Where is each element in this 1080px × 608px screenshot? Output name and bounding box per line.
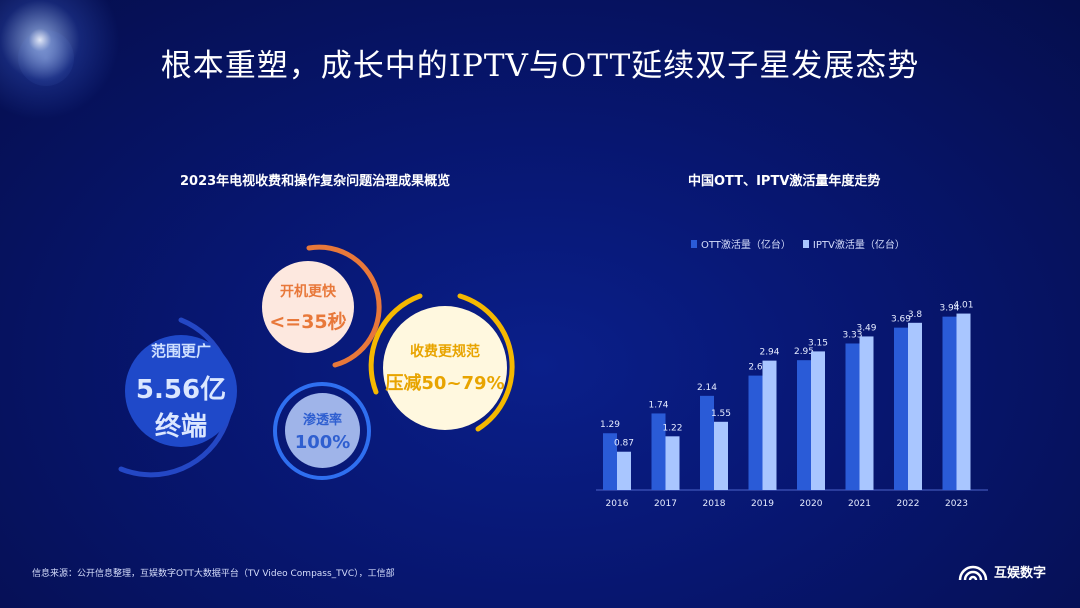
fee-value: 压减50~79% [385, 373, 505, 394]
legend-label-ott: OTT激活量（亿台） [701, 240, 791, 251]
data-label-ott-2018: 2.14 [697, 383, 717, 393]
chart-title: 中国OTT、IPTV激活量年度走势 [688, 174, 881, 189]
legend-swatch-ott [691, 239, 697, 248]
bar-ott-2016 [603, 433, 617, 490]
data-label-ott-2019: 2.6 [748, 363, 763, 373]
bar-ott-2017 [651, 413, 666, 490]
bar-iptv-2016 [617, 451, 631, 490]
x-tick-2020: 2020 [800, 499, 823, 509]
x-tick-2019: 2019 [751, 499, 774, 509]
fee-outer-arc-2 [368, 293, 423, 395]
x-tick-2017: 2017 [654, 499, 677, 509]
bar-iptv-2020 [811, 351, 825, 490]
data-label-iptv-2022: 3.8 [908, 310, 923, 320]
source-note: 信息来源：公开信息整理，互娱数字OTT大数据平台（TV Video Compas… [32, 569, 395, 579]
page-title: 根本重塑，成长中的IPTV与OTT延续双子星发展态势 [160, 48, 920, 84]
rainbow-arc-icon [958, 565, 988, 580]
data-label-iptv-2018: 1.55 [711, 409, 731, 419]
range-value: 5.56亿终端 [135, 374, 227, 442]
bar-iptv-2019 [762, 360, 777, 490]
bar-ott-2022 [894, 327, 908, 490]
data-label-iptv-2020: 3.15 [808, 338, 828, 348]
penetration-label: 渗透率 [302, 412, 342, 428]
fee-outer-arc [457, 293, 515, 432]
data-label-iptv-2017: 1.22 [662, 423, 682, 433]
bar-iptv-2022 [908, 322, 922, 490]
bar-ott-2019 [748, 375, 763, 490]
fee-circle: 收费更规范 压减50~79% [383, 306, 507, 430]
chart-legend: OTT激活量（亿台） IPTV激活量（亿台） [691, 236, 905, 251]
bar-iptv-2018 [714, 421, 728, 490]
range-circle: 范围更广 5.56亿终端 [125, 335, 237, 447]
brand-logo: 互娱数字 [958, 562, 1046, 581]
boot-label: 开机更快 [280, 283, 336, 300]
penetration-value: 100% [294, 431, 351, 453]
boot-value: <=35秒 [269, 310, 347, 333]
data-label-ott-2021: 3.33 [842, 330, 862, 340]
legend-item-iptv: IPTV激活量（亿台） [802, 236, 905, 251]
data-label-iptv-2023: 4.01 [953, 301, 973, 311]
bar-ott-2023 [942, 316, 957, 490]
legend-item-ott: OTT激活量（亿台） [691, 236, 791, 251]
x-tick-2021: 2021 [848, 499, 871, 509]
x-tick-2016: 2016 [606, 499, 629, 509]
bar-iptv-2023 [956, 313, 971, 490]
data-label-iptv-2021: 3.49 [856, 323, 876, 333]
legend-label-iptv: IPTV激活量（亿台） [812, 240, 905, 251]
bar-ott-2021 [845, 343, 860, 490]
boot-outer-arc [306, 244, 382, 368]
bar-ott-2020 [797, 360, 811, 490]
legend-swatch-iptv [802, 239, 809, 248]
bar-iptv-2017 [665, 436, 680, 490]
penetration-outer-ring [273, 382, 371, 480]
range-label: 范围更广 [150, 341, 211, 360]
left-panel-subtitle: 2023年电视收费和操作复杂问题治理成果概览 [180, 174, 451, 189]
data-label-ott-2017: 1.74 [648, 400, 668, 410]
x-tick-2023: 2023 [945, 499, 968, 509]
corner-glow-ring [18, 30, 74, 86]
x-tick-2018: 2018 [703, 499, 726, 509]
data-label-ott-2020: 2.95 [794, 347, 814, 357]
data-label-ott-2023: 3.94 [939, 304, 959, 314]
fee-label: 收费更规范 [410, 344, 480, 360]
data-label-ott-2016: 1.29 [600, 420, 620, 430]
logo-text: 互娱数字 [994, 566, 1047, 581]
bar-iptv-2021 [859, 336, 874, 490]
data-label-iptv-2019: 2.94 [759, 348, 779, 358]
data-label-iptv-2016: 0.87 [614, 439, 634, 449]
penetration-circle: 渗透率 100% [285, 393, 360, 468]
x-tick-2022: 2022 [897, 499, 920, 509]
data-label-ott-2022: 3.69 [891, 315, 911, 325]
boot-circle: 开机更快 <=35秒 [262, 261, 354, 353]
bar-ott-2018 [700, 395, 714, 490]
